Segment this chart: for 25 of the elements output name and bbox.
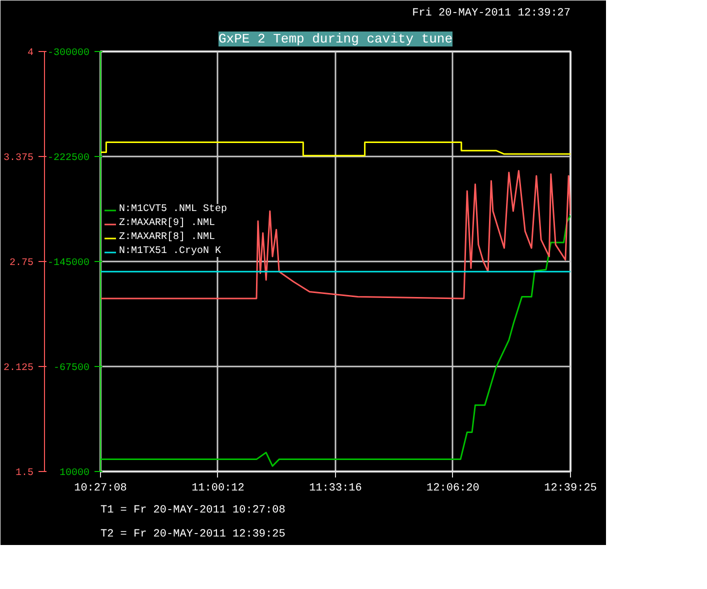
- y2-tick-label: 2.75: [9, 258, 34, 269]
- x-tick-label: 11:33:16: [309, 482, 362, 494]
- line-series: [100, 141, 570, 156]
- x-tick-label: 10:27:08: [74, 482, 127, 494]
- x-tick-label: 11:00:12: [192, 482, 244, 494]
- y-tick-label: -67500: [53, 363, 90, 374]
- y2-tick-label: 3.375: [3, 153, 34, 164]
- legend-label: Z:MAXARR[9] .NML: [119, 218, 216, 229]
- y-tick-label: -145000: [47, 258, 90, 269]
- text: T1 = Fr 20-MAY-2011 10:27:08: [100, 504, 286, 516]
- y2-tick-label: 4: [28, 48, 34, 59]
- chart-title: GxPE 2 Temp during cavity tune: [218, 32, 453, 46]
- legend-label: Z:MAXARR[8] .NML: [119, 232, 216, 243]
- y2-tick-label: 2.125: [3, 363, 34, 374]
- y-tick-label: -222500: [47, 153, 90, 164]
- y2-tick-label: 1.5: [15, 468, 34, 479]
- y-tick-label: 10000: [59, 468, 90, 479]
- legend-label: N:M1TX51 .CryoN K: [119, 246, 222, 257]
- x-tick-label: 12:06:20: [426, 482, 480, 494]
- y-tick-label: -300000: [47, 48, 90, 59]
- x-tick-label: 12:39:25: [544, 482, 597, 494]
- line-series: [100, 170, 570, 300]
- text: Fri 20-MAY-2011 12:39:27: [412, 8, 571, 20]
- legend-label: N:M1CVT5 .NML Step: [119, 204, 228, 215]
- text: T2 = Fr 20-MAY-2011 12:39:25: [100, 528, 286, 540]
